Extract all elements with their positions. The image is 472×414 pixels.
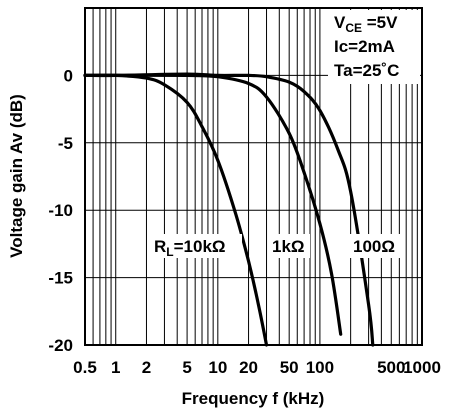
y-tick-label: -5 bbox=[58, 134, 73, 153]
x-tick-label: 0.5 bbox=[73, 358, 97, 377]
series-label-rl10k-pre: R bbox=[154, 237, 166, 256]
series-group bbox=[83, 72, 375, 347]
x-tick-label: 100 bbox=[306, 358, 334, 377]
y-tick-label: 0 bbox=[64, 66, 73, 85]
condition-vce-sub: CE bbox=[345, 21, 362, 35]
y-tick-label: -15 bbox=[48, 269, 73, 288]
series-label-bg bbox=[150, 234, 242, 258]
x-tick-label: 10 bbox=[208, 358, 227, 377]
series-label-bg bbox=[270, 234, 310, 258]
plot-frame bbox=[84, 7, 423, 346]
y-tick-label: -20 bbox=[48, 336, 73, 355]
x-tick-label: 5 bbox=[182, 358, 191, 377]
series-label-rl10k: RL=10kΩ bbox=[154, 237, 226, 259]
series-label-1k: 1kΩ bbox=[272, 237, 305, 256]
series-line bbox=[83, 72, 375, 347]
x-tick-label: 20 bbox=[239, 358, 258, 377]
series-labels: RL=10kΩ 1kΩ 100Ω bbox=[150, 234, 400, 259]
y-tick-labels: 0 -5 -10 -15 -20 bbox=[48, 66, 73, 355]
series-label-bg bbox=[350, 234, 400, 258]
series-label-100: 100Ω bbox=[353, 237, 395, 256]
conditions-box-bg bbox=[328, 10, 420, 84]
y-tick-label: -10 bbox=[48, 201, 73, 220]
x-tick-label: 500 bbox=[377, 358, 405, 377]
condition-vce: VCE =5V bbox=[334, 13, 398, 35]
x-axis-label: Frequency f (kHz) bbox=[182, 389, 325, 408]
series-label-rl10k-post: =10kΩ bbox=[174, 237, 226, 256]
x-tick-label: 2 bbox=[142, 358, 151, 377]
x-tick-label: 50 bbox=[280, 358, 299, 377]
grid bbox=[85, 8, 422, 345]
condition-vce-pre: V bbox=[334, 13, 346, 32]
x-tick-label: 1000 bbox=[403, 358, 441, 377]
condition-ic: Ic=2mA bbox=[334, 37, 395, 56]
condition-vce-post: =5V bbox=[362, 13, 398, 32]
series-label-rl10k-sub: L bbox=[166, 245, 173, 259]
condition-ta: Ta=25˚C bbox=[334, 61, 399, 80]
x-tick-label: 1 bbox=[111, 358, 120, 377]
y-axis-label: Voltage gain Av (dB) bbox=[7, 94, 26, 258]
